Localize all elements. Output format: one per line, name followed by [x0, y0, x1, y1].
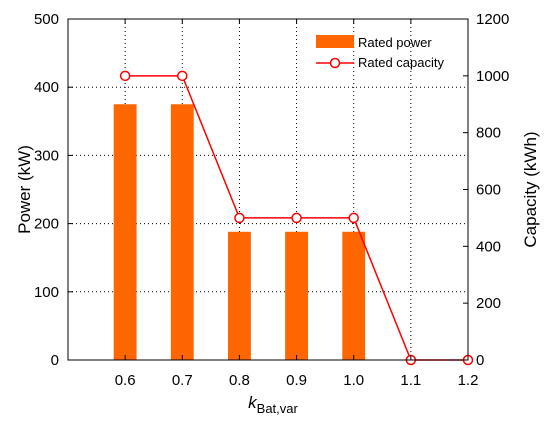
y2-tick-label: 1000: [476, 68, 509, 85]
y2-tick-label: 800: [476, 125, 501, 142]
point-rated-capacity: [234, 212, 245, 224]
legend-label-rated-capacity: Rated capacity: [358, 55, 444, 70]
x-tick-label: 0.7: [172, 372, 193, 389]
bar-rated-power: [170, 104, 194, 360]
y-tick-label: 300: [34, 147, 59, 164]
x-tick-label: 0.8: [229, 372, 250, 389]
y2-tick-label: 1200: [476, 11, 509, 28]
x-tick-label: 1.0: [343, 372, 364, 389]
point-rated-capacity: [177, 70, 188, 82]
bar-rated-power: [113, 104, 137, 360]
point-rated-capacity: [291, 212, 302, 224]
y-tick-label: 200: [34, 216, 59, 233]
legend-swatch-rated-power: [316, 35, 354, 48]
y-tick-label: 0: [51, 352, 59, 369]
y2-tick-label: 200: [476, 295, 501, 312]
x-axis-ticks: 0.6 0.7 0.8 0.9 1.0 1.1 1.2: [115, 19, 479, 389]
legend-marker-rated-capacity: [329, 57, 341, 69]
y-tick-label: 400: [34, 79, 59, 96]
point-rated-capacity: [119, 70, 131, 82]
y-axis-title: Power (kW): [15, 145, 34, 234]
x-tick-label: 0.6: [115, 372, 136, 389]
legend: Rated power Rated capacity: [316, 35, 444, 70]
y-tick-label: 500: [34, 11, 59, 28]
y-tick-label: 100: [34, 284, 59, 301]
y2-axis-ticks: 0 200 400 600 800 1000 1200: [463, 11, 509, 369]
bar-series-rated-power: [113, 104, 366, 360]
y2-tick-label: 600: [476, 182, 501, 199]
x-axis-title-main: k: [248, 393, 258, 412]
y-axis-ticks: 0 100 200 300 400 500: [34, 11, 73, 369]
x-axis-title-subscript: Bat,var: [257, 401, 299, 416]
bar-rated-power: [285, 231, 308, 360]
legend-label-rated-power: Rated power: [358, 35, 432, 50]
x-tick-label: 1.1: [400, 372, 421, 389]
bar-rated-power: [228, 231, 251, 360]
y2-tick-label: 0: [476, 352, 484, 369]
x-tick-label: 0.9: [286, 372, 307, 389]
bar-rated-power: [342, 231, 366, 360]
y2-tick-label: 400: [476, 238, 501, 255]
y2-axis-title: Capacity (kWh): [521, 131, 540, 247]
x-tick-label: 1.2: [458, 372, 479, 389]
x-axis-title: kBat,var: [248, 393, 298, 416]
point-rated-capacity: [348, 212, 359, 224]
